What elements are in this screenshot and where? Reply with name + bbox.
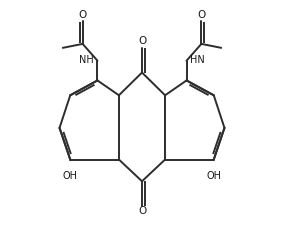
Text: O: O [138,206,146,216]
Text: HN: HN [190,55,204,65]
Text: O: O [78,10,87,20]
Text: O: O [197,10,206,20]
Text: O: O [138,36,146,46]
Text: OH: OH [206,171,221,181]
Text: OH: OH [63,171,78,181]
Text: NH: NH [80,55,94,65]
